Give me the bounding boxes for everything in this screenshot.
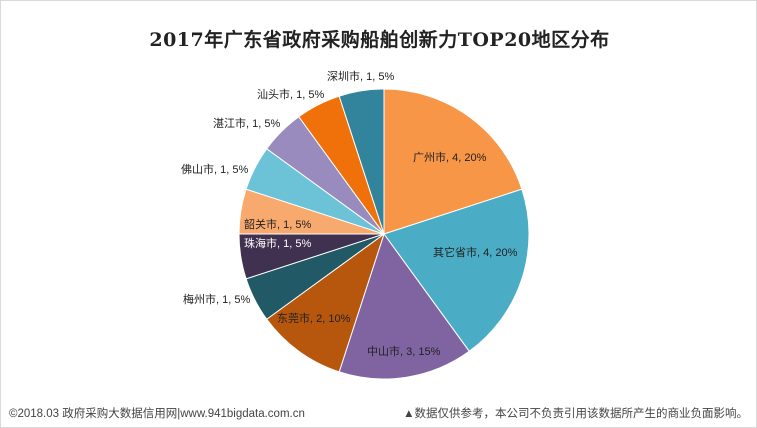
pie-slice-深圳市 — [338, 88, 385, 235]
slice-label-湛江市: 湛江市, 1, 5% — [213, 116, 280, 130]
slice-label-中山市: 中山市, 3, 15% — [367, 344, 441, 358]
slice-label-其它省市: 其它省市, 4, 20% — [433, 245, 518, 259]
slice-label-东莞市: 东莞市, 2, 10% — [277, 311, 351, 325]
pie-slice-其它省市 — [383, 188, 530, 353]
slice-label-珠海市: 珠海市, 1, 5% — [244, 236, 311, 250]
slice-label-汕头市: 汕头市, 1, 5% — [257, 87, 324, 101]
footer-copyright: ©2018.03 政府采购大数据信用网|www.941bigdata.com.c… — [9, 408, 305, 420]
chart-title: 2017年广东省政府采购船舶创新力TOP20地区分布 — [149, 29, 610, 51]
slice-label-佛山市: 佛山市, 1, 5% — [181, 162, 248, 176]
slice-label-梅州市: 梅州市, 1, 5% — [183, 292, 250, 306]
slice-label-韶关市: 韶关市, 1, 5% — [244, 217, 311, 231]
slice-label-广州市: 广州市, 4, 20% — [413, 150, 487, 164]
slice-label-深圳市: 深圳市, 1, 5% — [327, 69, 394, 83]
pie-slice-广州市 — [383, 88, 523, 235]
footer-disclaimer: ▲数据仅供参考，本公司不负责引用该数据所产生的商业负面影响。 — [403, 408, 748, 420]
pie-slice-中山市 — [338, 232, 470, 380]
pie-slice-东莞市 — [265, 232, 385, 373]
